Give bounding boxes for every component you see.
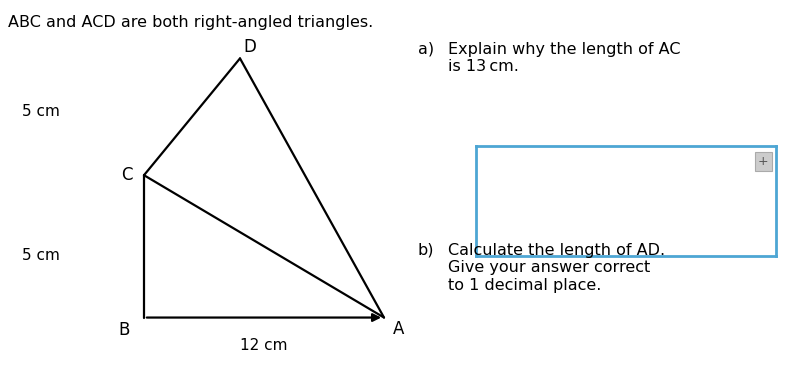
- Text: ABC and ACD are both right-angled triangles.: ABC and ACD are both right-angled triang…: [8, 15, 374, 30]
- Text: C: C: [121, 166, 132, 184]
- Text: D: D: [243, 38, 256, 57]
- Text: b): b): [418, 243, 434, 258]
- Text: Explain why the length of AC
is 13 cm.: Explain why the length of AC is 13 cm.: [448, 42, 681, 74]
- Text: Calculate the length of AD.
Give your answer correct
to 1 decimal place.: Calculate the length of AD. Give your an…: [448, 243, 665, 292]
- Text: a): a): [418, 42, 434, 57]
- Text: 12 cm: 12 cm: [240, 338, 288, 353]
- Text: A: A: [393, 319, 404, 338]
- Text: 5 cm: 5 cm: [22, 104, 60, 119]
- Text: +: +: [758, 155, 769, 168]
- Text: 5 cm: 5 cm: [22, 248, 60, 263]
- Text: B: B: [118, 321, 130, 339]
